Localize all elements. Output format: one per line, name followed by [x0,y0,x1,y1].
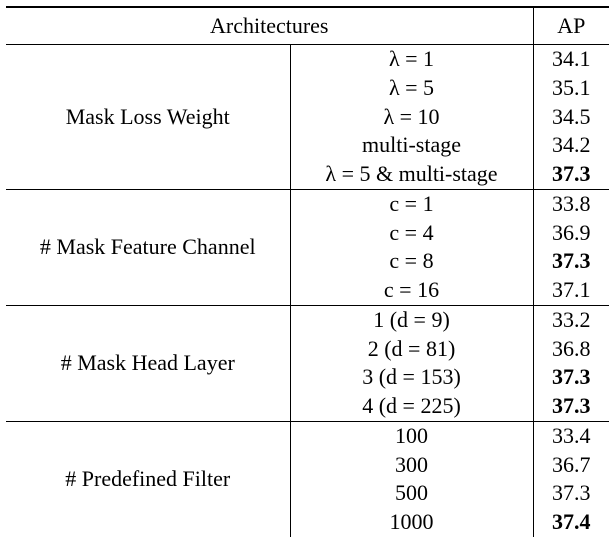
header-architectures: Architectures [6,7,534,45]
setting-cell: c = 16 [290,276,534,306]
table-header: Architectures AP [6,7,609,45]
table-row: 300 36.7 [6,450,609,480]
setting-cell: λ = 10 [290,102,534,132]
table-row: λ = 5 35.1 [6,73,609,103]
table-row: 1000 37.4 [6,508,609,537]
setting-cell: λ = 5 & multi-stage [290,160,534,190]
setting-cell: 2 (d = 81) [290,334,534,364]
setting-cell: 300 [290,450,534,480]
setting-cell: multi-stage [290,131,534,160]
group-label: # Mask Feature Channel [6,188,291,306]
ap-cell: 34.2 [552,132,591,158]
table-row: 3 (d = 153) 37.3 [6,363,609,392]
ap-cell: 36.9 [552,219,591,245]
setting-cell: λ = 1 [290,44,534,74]
ap-cell: 37.3 [552,248,591,274]
setting-cell: λ = 5 [290,73,534,103]
table-row: Mask Loss Weight λ = 1 34.1 [6,44,609,190]
setting-cell: 500 [290,479,534,508]
setting-cell: c = 4 [290,218,534,248]
ap-cell: 33.2 [533,304,609,335]
header-ap: AP [533,7,609,45]
table-row: λ = 5 & multi-stage 37.3 [6,160,609,190]
table-row: λ = 10 34.5 [6,102,609,132]
table-row: c = 8 37.3 [6,247,609,276]
table-row: multi-stage 34.2 [6,131,609,160]
table-row: # Mask Feature Channel c = 1 33.8 [6,188,609,306]
ap-cell: 37.3 [552,364,591,390]
ap-cell: 33.4 [533,420,609,451]
ablation-table: Architectures AP Mask Loss Weight λ = 1 34… [6,6,609,537]
ap-cell: 37.4 [552,509,591,534]
setting-cell: c = 1 [290,188,534,219]
table-row: 500 37.3 [6,479,609,508]
group-label: Mask Loss Weight [6,44,291,190]
table-row: c = 4 36.9 [6,218,609,248]
ap-cell: 35.1 [552,74,591,100]
ap-cell: 37.3 [552,161,591,186]
ap-cell: 33.8 [533,188,609,219]
setting-cell: 1000 [290,508,534,537]
group-label: # Mask Head Layer [6,304,291,422]
ablation-table-container: Architectures AP Mask Loss Weight λ = 1 34… [6,6,609,537]
ap-cell: 37.3 [552,393,591,418]
table-row: # Mask Head Layer 1 (d = 9) 33.2 [6,304,609,422]
table-row: 4 (d = 225) 37.3 [6,392,609,422]
table-row: # Predefined Filter 100 33.4 [6,420,609,537]
setting-cell: 4 (d = 225) [290,392,534,422]
ap-cell: 34.5 [552,103,591,129]
ap-cell: 37.3 [552,480,591,506]
ap-cell: 36.8 [552,335,591,361]
table-row: c = 16 37.1 [6,276,609,306]
ap-cell: 37.1 [552,277,591,302]
table-body: Mask Loss Weight λ = 1 34.1 λ = 5 35.1 λ = 10… [6,44,609,537]
setting-cell: 1 (d = 9) [290,304,534,335]
ap-cell: 36.7 [552,451,591,477]
ap-cell: 34.1 [552,46,591,71]
setting-cell: 3 (d = 153) [290,363,534,392]
setting-cell: 100 [290,420,534,451]
group-label: # Predefined Filter [6,420,291,537]
table-row: 2 (d = 81) 36.8 [6,334,609,364]
setting-cell: c = 8 [290,247,534,276]
